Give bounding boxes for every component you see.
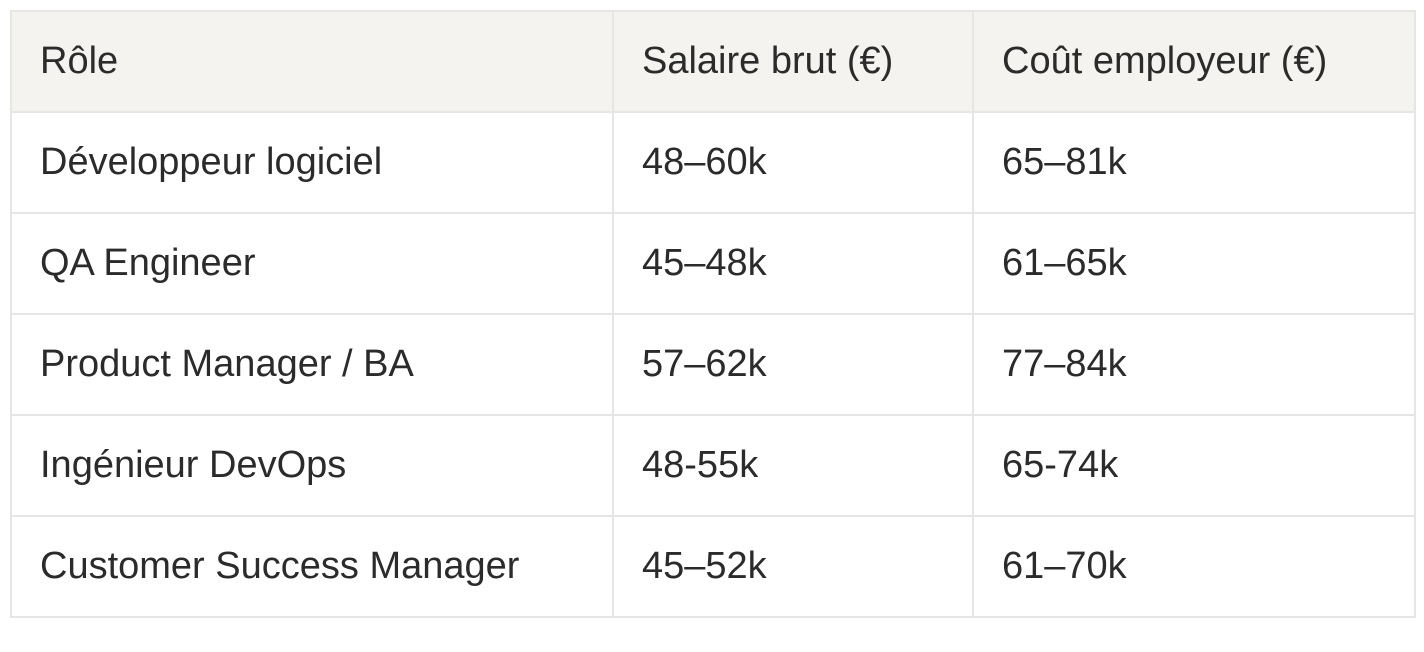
cell-gross-salary: 45–52k — [612, 515, 974, 618]
cell-role: Développeur logiciel — [10, 111, 614, 214]
cell-role: Ingénieur DevOps — [10, 414, 614, 517]
cell-employer-cost: 61–70k — [972, 515, 1416, 618]
cell-employer-cost: 77–84k — [972, 313, 1416, 416]
cell-gross-salary: 45–48k — [612, 212, 974, 315]
table-row: QA Engineer 45–48k 61–65k — [10, 212, 1416, 315]
header-gross-salary: Salaire brut (€) — [612, 10, 974, 113]
header-row: Rôle Salaire brut (€) Coût employeur (€) — [10, 10, 1416, 113]
table-row: Ingénieur DevOps 48-55k 65-74k — [10, 414, 1416, 517]
cell-employer-cost: 65-74k — [972, 414, 1416, 517]
cell-role: QA Engineer — [10, 212, 614, 315]
table-row: Product Manager / BA 57–62k 77–84k — [10, 313, 1416, 416]
table-body: Développeur logiciel 48–60k 65–81k QA En… — [10, 111, 1416, 618]
header-role: Rôle — [10, 10, 614, 113]
cell-gross-salary: 48–60k — [612, 111, 974, 214]
cell-role: Product Manager / BA — [10, 313, 614, 416]
header-employer-cost: Coût employeur (€) — [972, 10, 1416, 113]
table-row: Customer Success Manager 45–52k 61–70k — [10, 515, 1416, 618]
cell-role: Customer Success Manager — [10, 515, 614, 618]
table-row: Développeur logiciel 48–60k 65–81k — [10, 111, 1416, 214]
salary-table: Rôle Salaire brut (€) Coût employeur (€)… — [10, 10, 1416, 618]
salary-table-container: Rôle Salaire brut (€) Coût employeur (€)… — [10, 10, 1416, 618]
cell-gross-salary: 48-55k — [612, 414, 974, 517]
cell-employer-cost: 65–81k — [972, 111, 1416, 214]
cell-gross-salary: 57–62k — [612, 313, 974, 416]
table-header: Rôle Salaire brut (€) Coût employeur (€) — [10, 10, 1416, 113]
cell-employer-cost: 61–65k — [972, 212, 1416, 315]
